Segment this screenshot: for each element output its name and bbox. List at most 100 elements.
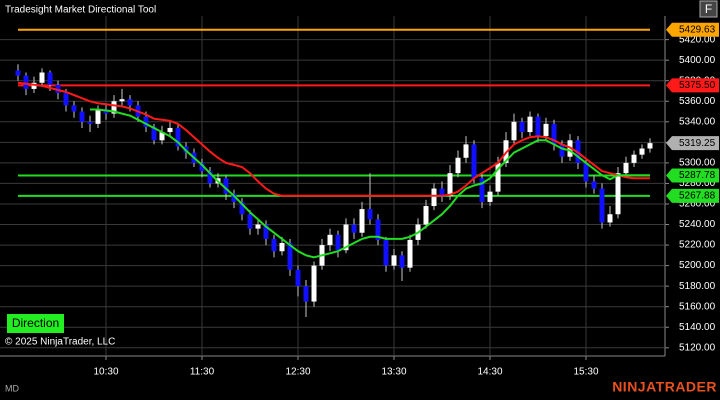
candle-body [255,224,261,229]
candle-body [263,224,269,239]
candle-body [471,144,477,179]
candle-body [391,255,397,266]
candle-body [343,224,349,251]
candle-body [327,234,333,246]
candle-body [463,144,469,158]
candle-body [583,162,589,182]
candle-body [647,143,653,149]
y-tick-label: 5280.00 [679,178,716,189]
candle-body [431,188,437,207]
candle-body [487,191,493,202]
y-tick-label: 5260.00 [679,199,716,210]
candle-body [79,111,85,122]
candle-body [303,286,309,302]
y-tick-label: 5220.00 [679,240,716,251]
level-label-text: 5287.78 [679,170,716,181]
candle-body [623,162,629,174]
candle-body [239,201,245,215]
candle-body [199,162,205,172]
chart-title: Tradesight Market Directional Tool [5,5,156,16]
footer-label: MD [5,383,19,393]
candle-body [159,132,165,141]
x-tick-label: 12:30 [285,367,310,378]
candle-body [15,70,21,76]
candle-body [231,193,237,202]
candle-body [279,243,285,252]
candle-body [143,116,149,127]
direction-button-label[interactable]: Direction [12,316,59,330]
candle-body [111,101,117,114]
y-tick-label: 5400.00 [679,55,716,66]
level-label-tag [666,22,719,37]
candle-body [223,178,229,194]
candle-body [399,255,405,268]
candle-body [543,123,549,137]
candle-body [175,127,181,147]
y-tick-label: 5140.00 [679,322,716,333]
corner-button[interactable] [699,0,718,18]
last-price-tag [666,136,719,151]
candle-body [447,173,453,196]
candle-body [271,238,277,252]
candle-body [31,82,37,89]
candle-body [519,121,525,133]
level-label-tag [666,188,719,203]
candle-body [71,105,77,112]
indicator-line [90,108,650,259]
y-tick-label: 5340.00 [679,116,716,127]
candle-body [55,84,61,94]
candle-body [151,126,157,141]
candle-body [423,206,429,225]
candle-body [639,148,645,155]
candle-body [383,239,389,266]
candle-body [375,219,381,240]
y-tick-label: 5160.00 [679,301,716,312]
candle-body [367,209,373,220]
candle-body [87,121,93,124]
candle-body [247,214,253,229]
candle-body [39,72,45,83]
candle-body [511,121,517,141]
candle-body [615,173,621,215]
indicator-line [17,81,650,197]
candle-body [311,265,317,302]
candle-body [119,99,125,102]
candle-body [335,234,341,251]
corner-button-label[interactable]: F [705,2,712,16]
candle-body [591,181,597,189]
candle-body [359,209,365,233]
candle-body [407,239,413,268]
x-tick-label: 13:30 [381,367,406,378]
y-tick-label: 5300.00 [679,158,716,169]
candle-body [127,99,133,106]
level-label-tag [666,78,719,93]
level-label-text: 5375.50 [679,80,716,91]
candle-body [495,162,501,192]
candle-body [527,116,533,133]
x-tick-label: 15:30 [573,367,598,378]
candle-body [63,93,69,106]
y-tick-label: 5360.00 [679,96,716,107]
candle-body [439,188,445,196]
y-tick-label: 5180.00 [679,281,716,292]
brand-logo: NINJATRADER [612,379,717,395]
candle-body [551,123,557,145]
candle-body [207,171,213,184]
candle-body [295,269,301,287]
candle-body [607,214,613,223]
candle-body [47,72,53,85]
candle-body [103,109,109,114]
candle-body [455,157,461,174]
direction-button[interactable] [7,314,64,333]
candle-body [287,243,293,270]
x-tick-label: 11:30 [190,367,215,378]
candle-body [479,178,485,202]
candle-body [351,224,357,233]
candle-body [95,109,101,124]
level-label-text: 5267.88 [679,191,716,202]
level-label-text: 5429.63 [679,24,716,35]
y-tick-label: 5200.00 [679,260,716,271]
level-label-tag [666,168,719,183]
y-tick-label: 5240.00 [679,219,716,230]
